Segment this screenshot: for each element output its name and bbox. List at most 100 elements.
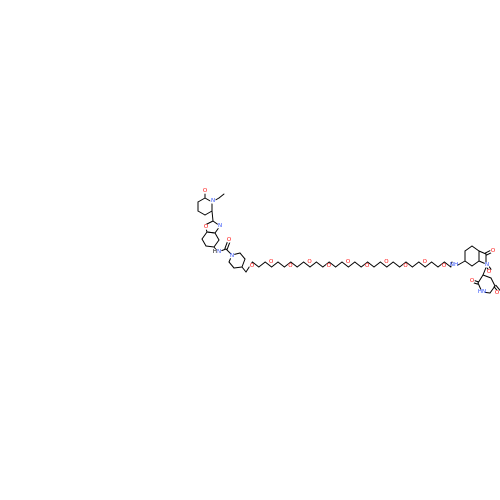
methyl-bond <box>218 193 225 199</box>
amine-aryl-bond <box>457 260 466 266</box>
peg-chain-bond <box>399 261 407 268</box>
peg-chain-bond <box>379 261 388 268</box>
atom-label-background <box>484 262 490 268</box>
peg-chain-bond <box>431 261 439 268</box>
pyridine-nitrogen-label: N <box>230 253 234 259</box>
peg-chain-bond <box>296 261 305 268</box>
benzo-ring-bond <box>214 232 220 241</box>
carbonyl-oxygen-label: O <box>203 188 208 194</box>
pyridine-ring-bond <box>241 258 246 268</box>
pyridinone-ring-bond <box>197 210 206 216</box>
peg-chain-bond <box>322 261 330 268</box>
atom-label-background <box>326 263 332 269</box>
amine-nitrogen-label: NH <box>450 262 458 268</box>
peg-chain-bond <box>360 261 369 268</box>
peg-chain-bond <box>277 261 285 268</box>
isoindoline-benzo-bond <box>471 245 480 252</box>
atom-label-background <box>383 259 390 265</box>
peg-oxygen-label: O <box>423 259 428 265</box>
atom-label-background <box>494 290 500 296</box>
amide-hydrogen-label: H <box>213 249 217 255</box>
peg-chain-bond <box>443 261 452 268</box>
peg-oxygen-label: O <box>288 263 293 269</box>
peg-oxygen-label: O <box>403 263 408 269</box>
oxazole-nitrogen-label: N <box>218 223 222 229</box>
atom-label-background <box>422 259 428 265</box>
peg-chain-bond <box>373 261 381 268</box>
atom-label-background <box>217 223 223 229</box>
peg-oxygen-label: O <box>307 259 312 265</box>
peg-chain-bond <box>251 261 260 268</box>
benzo-ring-bond <box>205 245 215 248</box>
glutarimide-ring-bond <box>482 274 492 279</box>
atom-label-background <box>287 263 294 269</box>
pyridinone-nitrogen-label: N <box>211 198 215 204</box>
peg-oxygen-label: O <box>346 259 351 265</box>
benzo-ring-bond <box>206 231 216 234</box>
ether-bond <box>241 266 247 273</box>
peg-chain-bond <box>309 261 317 268</box>
peg-chain-bond <box>303 261 311 268</box>
glutarimide-oxygen-label-2: O <box>495 290 500 296</box>
peg-chain-bond <box>354 261 362 268</box>
glutarimide-carbonyl-bond <box>495 284 500 291</box>
benzo-ring-bond <box>201 238 207 247</box>
bond-layer <box>197 192 500 294</box>
peg-oxygen-label: O <box>269 259 274 265</box>
atom-label-background <box>226 237 232 243</box>
peg-chain-bond <box>283 261 292 268</box>
imide-nitrogen-label: N <box>485 262 489 268</box>
pyridinone-ring-bond <box>204 210 213 216</box>
pyridine-ring-bond <box>233 266 243 269</box>
amide-nitrogen-label: N <box>217 249 221 255</box>
atom-label-background <box>345 259 351 265</box>
peg-chain-bond <box>437 261 445 268</box>
peg-chain-bond <box>341 261 349 268</box>
peg-chain-bond <box>386 261 394 268</box>
benzo-ring-bond <box>201 231 208 240</box>
peg-oxygen-label: O <box>250 263 255 269</box>
peg-oxygen-label: O <box>442 263 447 269</box>
atom-label-background <box>202 188 208 194</box>
peg-chain-bond <box>328 261 337 268</box>
atom-label-background <box>451 262 457 268</box>
atom-label-background <box>212 249 218 255</box>
pyridine-ring-bond <box>239 252 246 260</box>
peg-chain-bond <box>335 261 343 268</box>
atom-label-background <box>203 224 209 230</box>
atom-label-background <box>490 248 496 254</box>
atom-label-background <box>469 278 475 284</box>
peg-chain-bond <box>347 261 356 268</box>
imide-oxygen-label-2: O <box>487 269 492 275</box>
amide-carbonyl-bond <box>226 240 231 250</box>
glutarimide-oxygen-label-1: O <box>470 278 475 284</box>
peg-chain-bond <box>264 261 273 268</box>
atom-label-background <box>249 263 255 269</box>
isoindoline-benzo-bond <box>464 245 473 252</box>
peg-chain-bond <box>290 261 298 268</box>
atom-label-background <box>364 263 371 269</box>
peg-chain-bond <box>367 261 375 268</box>
atom-label-background <box>210 198 216 204</box>
benzo-ring-bond <box>213 239 220 248</box>
glutarimide-nitrogen-label: HN <box>478 289 486 295</box>
amide-oxygen-label: O <box>227 237 232 243</box>
pyridinone-ring-bond <box>197 197 206 203</box>
atom-label-background <box>479 289 485 295</box>
peg-oxygen-label: O <box>365 263 370 269</box>
atom-label-background <box>441 263 447 269</box>
peg-chain-bond <box>271 261 279 268</box>
peg-chain-bond <box>418 261 426 268</box>
peg-chain-bond <box>405 261 413 268</box>
isoindoline-benzo-bond <box>464 260 473 267</box>
atom-label-background <box>229 253 235 259</box>
pyridine-ring-bond <box>228 261 235 269</box>
imide-oxygen-label-1: O <box>491 248 496 254</box>
isoindoline-imide-bond <box>478 250 487 255</box>
peg-chain-bond <box>424 261 433 268</box>
isoindoline-benzo-bond <box>471 260 480 267</box>
atom-label-background <box>268 259 275 265</box>
